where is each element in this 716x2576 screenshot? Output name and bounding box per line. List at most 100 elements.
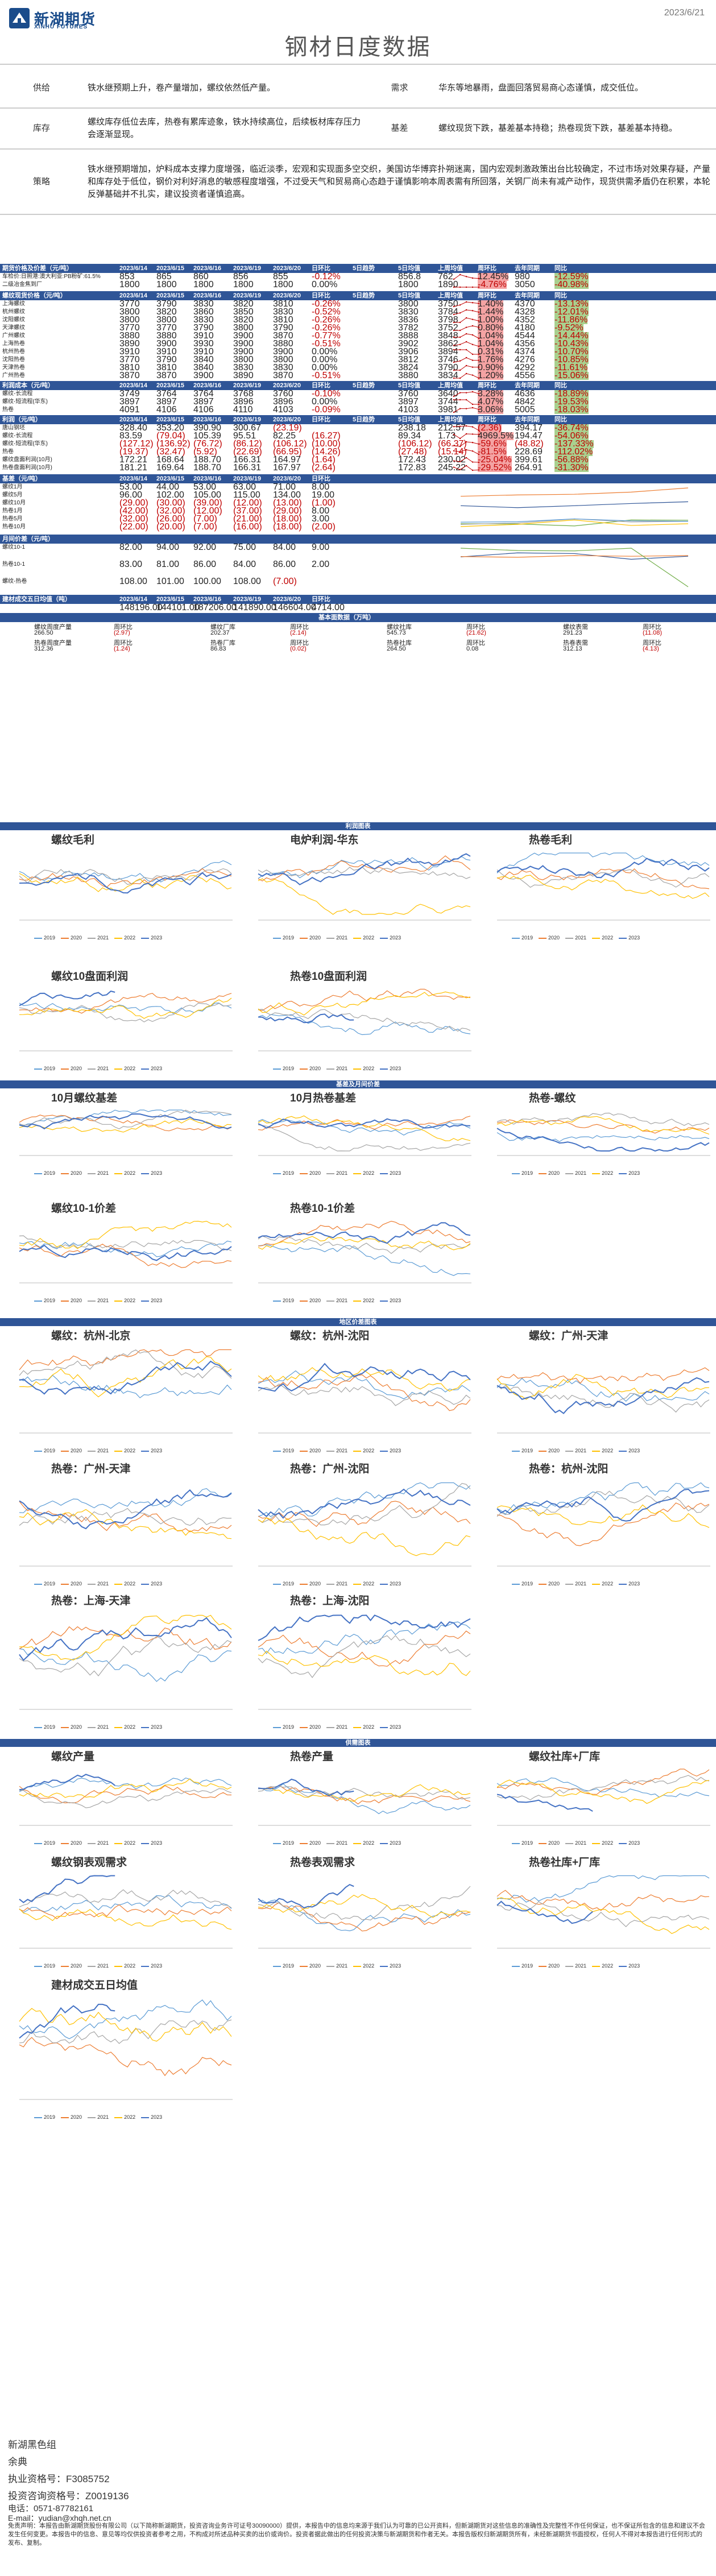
chart-hrc-oct-basis-legend-swatch [353, 1173, 362, 1174]
spot-table-cell: 3750 [438, 299, 458, 309]
demand-label: 需求 [365, 68, 434, 109]
basis-table-cell: 3.00 [312, 514, 330, 524]
fund-chg: (11.08) [643, 629, 663, 636]
supply-text: 铁水继预期上升，卷产量增加，螺纹依然低产量。 [83, 68, 365, 109]
profit-table-cell: 4969.5% [478, 431, 514, 441]
spot-trend-spark-point [465, 333, 467, 335]
header-divider [0, 64, 716, 65]
spot-table-cell: -13.13% [554, 299, 589, 309]
spot-table-header: 螺纹现货价格（元/吨） 2023/6/14 2023/6/15 2023/6/16 20… [0, 291, 716, 300]
cost-table-cell: 4636 [515, 389, 535, 399]
profit-trend-spark-point [465, 425, 467, 427]
spot-trend-spark-point [453, 313, 455, 316]
chart-hrc-margin-legend-item: 2021 [565, 935, 586, 941]
profit-table-cell: 164.97 [273, 455, 301, 465]
chart-eaf-profit-legend-swatch [273, 937, 281, 939]
chart-eaf-profit-series-2022 [258, 878, 471, 915]
chart-hrc-demand-legend-label: 2021 [336, 1963, 348, 1969]
chart-hrc-sh-tj-legend-label: 2022 [124, 1724, 136, 1730]
profit-table-cell: 82.25 [273, 431, 296, 441]
spread-table-cell: 101.00 [156, 577, 184, 586]
profit-table-header-col-4: 2023/6/20 [273, 416, 301, 423]
profit-table-cell: 168.64 [156, 455, 184, 465]
chart-hrc-rebar-spread-series-2023 [496, 1128, 710, 1152]
spot-trend-spark [453, 372, 480, 379]
chart-hrc-oct-basis-legend: 2019 2020 2021 2022 2023 [273, 1170, 407, 1176]
chart-rebar-oct-profit-series-2021 [19, 1003, 232, 1022]
spot-trend-spark [453, 349, 480, 355]
chart-eaf-profit-legend-label: 2023 [390, 935, 402, 941]
chart-hrc-margin-title: 热卷毛利 [529, 834, 573, 846]
chart-rebar-oct-profit-legend-swatch [141, 1068, 150, 1070]
chart-rebar-10-1-legend-swatch [114, 1300, 123, 1302]
spot-table-cell: -12.01% [554, 307, 589, 317]
spread-trend-chart-series [460, 548, 689, 587]
deal-table-header-col-5: 日环比 [312, 596, 330, 603]
chart-hrc-oct-basis-legend-swatch [326, 1173, 335, 1174]
spot-table-cell: -10.85% [554, 355, 589, 365]
spread-table-cell: (7.00) [273, 577, 297, 586]
profit-trend-spark-point [453, 433, 455, 436]
chart-hrc-output-legend: 2019 2020 2021 2022 2023 [273, 1840, 407, 1846]
profit-table-row: 热卷 (19.37) (32.47) (5.92) (22.69) (66.95) (14.… [0, 447, 716, 457]
spot-table-row-name: 广州螺纹 [2, 333, 25, 339]
spread-table-cell: 94.00 [156, 542, 180, 552]
spot-trend-spark-point [478, 377, 480, 379]
profit-table-cell: 172.83 [398, 463, 426, 473]
chart-rebar-oct-profit-series-2022 [19, 997, 232, 1019]
spot-table-row: 广州螺纹 3880 3880 3910 3900 3870 -0.77% 3888 3848 1.… [0, 332, 716, 341]
chart-rebar-10-1-legend-label: 2023 [151, 1298, 163, 1303]
spot-table-cell: 3770 [119, 299, 140, 309]
chart-hrc-gz-tj-legend-item: 2023 [141, 1581, 162, 1587]
chart-rebar-10-1-legend-item: 2022 [114, 1298, 135, 1303]
chart-rebar-hz-bj-legend-swatch [141, 1450, 150, 1452]
chart-rebar-margin-series-2022 [19, 873, 232, 892]
spot-table-row: 上海热卷 3890 3900 3930 3900 3880 -0.51% 3902 3862 1.… [0, 339, 716, 349]
price-table-cell: 3050 [515, 280, 535, 289]
chart-hrc-stock-title: 热卷社库+厂库 [529, 1857, 601, 1869]
spot-trend-spark-point [459, 312, 461, 314]
chart-deal-avg-legend-item: 2019 [34, 2114, 55, 2120]
spread-table-row: 螺纹10-1 82.00 94.00 92.00 75.00 84.00 9.00 [0, 542, 716, 552]
spot-table-cell: -10.43% [554, 339, 589, 349]
chart-rebar-demand-legend-label: 2022 [124, 1963, 136, 1969]
price-table-row-name: 二级冶金焦到厂 [2, 281, 42, 288]
chart-rebar-oct-basis-legend-swatch [34, 1173, 42, 1174]
profit-table-cell: (66.95) [273, 447, 302, 457]
chart-hrc-output-legend-item: 2023 [380, 1840, 401, 1846]
chart-rebar-hz-bj-title: 螺纹：杭州-北京 [51, 1330, 131, 1342]
chart-rebar-oct-profit-legend-item: 2022 [114, 1066, 135, 1071]
fund-chg-label: 周环比 [114, 624, 133, 631]
price-table-header-col-11: 同比 [554, 265, 567, 272]
chart-rebar-demand-legend-label: 2023 [151, 1963, 163, 1969]
price-table-cell: 860 [193, 272, 209, 281]
spot-table-cell: -15.06% [554, 371, 589, 380]
chart-hrc-sh-sy-series-2020 [258, 1630, 471, 1667]
profit-trend-spark-point [471, 450, 474, 452]
spot-trend-spark-line [453, 301, 479, 307]
chart-hrc-10-1-legend-swatch [300, 1300, 308, 1302]
spot-trend-spark-point [478, 345, 480, 347]
chart-hrc-output-legend-swatch [326, 1842, 335, 1844]
basis-table-cell: (29.00) [273, 506, 302, 516]
cost-table-header: 利润成本（元/吨） 2023/6/14 2023/6/15 2023/6/16 2023… [0, 381, 716, 390]
price-table-cell: 853 [119, 272, 135, 281]
cost-table-cell: 3764 [193, 389, 214, 399]
chart-rebar-demand-legend-item: 2023 [141, 1963, 162, 1969]
chart-hrc-demand-legend-swatch [273, 1965, 281, 1967]
cost-table-cell: 3896 [233, 397, 254, 407]
chart-deal-avg-series-2023 [19, 2003, 115, 2039]
chart-rebar-hz-sy-legend-swatch [326, 1450, 335, 1452]
cost-table-cell: 5005 [515, 405, 535, 415]
chart-hrc-sh-sy-legend-swatch [273, 1726, 281, 1728]
chart-rebar-demand-series-2021 [19, 1889, 232, 1908]
spot-trend-spark-line [453, 309, 479, 315]
cost-table-cell: 0.00% [312, 397, 338, 407]
chart-hrc-margin-legend-label: 2023 [628, 935, 640, 941]
spot-trend-spark-point [465, 372, 467, 375]
cost-table-cell: 3764 [156, 389, 177, 399]
chart-hrc-stock-series-2020 [496, 1890, 710, 1911]
chart-hrc-oct-profit-legend-swatch [380, 1068, 388, 1070]
basis-table-row-name: 热卷1月 [2, 508, 23, 514]
chart-hrc-hz-sy-legend-swatch [592, 1583, 601, 1585]
